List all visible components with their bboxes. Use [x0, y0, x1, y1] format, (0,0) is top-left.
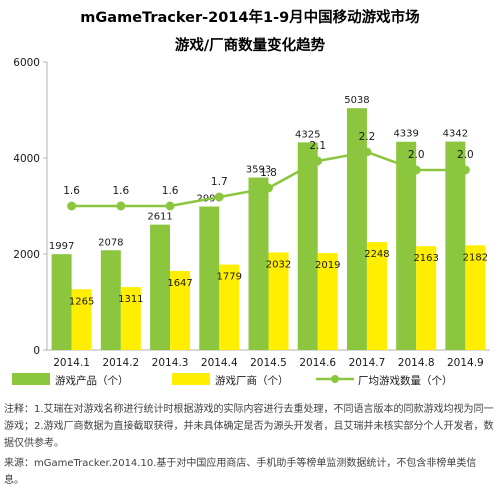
- bar-products: [199, 206, 220, 350]
- bar-products-value-label: 2611: [147, 212, 172, 223]
- bar-vendors: [219, 264, 240, 350]
- bar-vendors: [465, 245, 486, 350]
- bar-products: [150, 224, 171, 350]
- bar-products-value-label: 4325: [295, 129, 320, 140]
- bar-vendors-value-label: 2182: [463, 252, 488, 263]
- x-tick-label: 2014.6: [299, 357, 336, 369]
- bar-vendors-value-label: 1779: [217, 272, 242, 283]
- bar-products-value-label: 4342: [443, 129, 468, 140]
- bar-products-value-label: 5038: [344, 95, 369, 106]
- bar-products-value-label: 4339: [393, 129, 418, 140]
- bar-products-value-label: 1997: [49, 241, 74, 252]
- x-tick-label: 2014.8: [398, 357, 435, 369]
- ratio-marker: [460, 165, 470, 175]
- ratio-marker: [214, 192, 224, 202]
- y-tick-label: 2000: [13, 249, 40, 261]
- chart-title: mGameTracker-2014年1-9月中国移动游戏市场: [80, 10, 420, 26]
- ratio-marker: [67, 201, 77, 211]
- bar-vendors-value-label: 1647: [167, 278, 192, 289]
- ratio-value-label: 2.0: [457, 149, 474, 161]
- x-tick-label: 2014.3: [152, 357, 189, 369]
- bar-products: [100, 250, 121, 350]
- ratio-value-label: 1.7: [211, 176, 228, 188]
- legend-ratio-marker: [331, 375, 339, 383]
- legend-products-label: 游戏产品（个）: [55, 374, 129, 387]
- bar-vendors-value-label: 2019: [315, 260, 340, 271]
- legend-ratio-label: 厂均游戏数量（个）: [358, 374, 453, 387]
- ratio-marker: [165, 201, 175, 211]
- bar-vendors: [317, 253, 338, 350]
- bar-vendors-value-label: 1265: [69, 296, 94, 307]
- y-tick-label: 6000: [13, 57, 40, 69]
- ratio-value-label: 2.1: [309, 140, 326, 152]
- chart-canvas: 0 2000 4000 6000 2014.1 2014.2 2014.3 2014.4 201…: [12, 57, 490, 387]
- bar-vendors-value-label: 1311: [118, 294, 143, 305]
- x-tick-label: 2014.4: [201, 357, 238, 369]
- bar-vendors-value-label: 2248: [364, 249, 389, 260]
- ratio-value-label: 2.2: [359, 131, 376, 143]
- legend-products-swatch: [12, 373, 50, 385]
- bar-vendors-value-label: 2163: [413, 253, 438, 264]
- bar-products: [51, 254, 72, 350]
- x-tick-label: 2014.2: [102, 357, 139, 369]
- x-tick-label: 2014.9: [447, 357, 484, 369]
- bar-products-value-label: 3593: [246, 165, 271, 176]
- ratio-marker: [264, 183, 273, 193]
- x-tick-label: 2014.7: [349, 357, 386, 369]
- y-tick-label: 4000: [13, 153, 40, 165]
- bar-products: [346, 108, 367, 351]
- x-tick-label: 2014.5: [250, 357, 287, 369]
- chart-footnote: 注释：1.艾瑞在对游戏名称进行统计时根据游戏的实际内容进行去重处理，不同语言版本…: [4, 404, 494, 449]
- legend-vendors-label: 游戏厂商（个）: [215, 374, 289, 387]
- ratio-value-label: 1.6: [63, 185, 80, 197]
- bar-vendors: [170, 270, 191, 350]
- ratio-value-label: 2.0: [408, 149, 425, 161]
- ratio-value-label: 1.6: [162, 185, 179, 197]
- chart-subtitle: 游戏/厂商数量变化趋势: [174, 38, 326, 54]
- legend-vendors-swatch: [172, 373, 210, 385]
- bar-products-value-label: 2078: [98, 237, 123, 248]
- ratio-marker: [116, 201, 126, 211]
- ratio-marker: [362, 147, 372, 157]
- x-tick-label: 2014.1: [53, 357, 90, 369]
- y-tick-label: 0: [33, 345, 40, 357]
- chart-source: 来源：mGameTracker.2014.10.基于对中国应用商店、手机助手等榜…: [4, 458, 477, 486]
- bar-products: [445, 141, 466, 350]
- bar-products: [396, 141, 417, 350]
- ratio-marker: [411, 165, 421, 175]
- bar-vendors: [416, 246, 437, 350]
- ratio-value-label: 1.8: [260, 167, 277, 179]
- bar-vendors: [120, 287, 141, 350]
- bar-products: [248, 177, 269, 350]
- ratio-marker: [313, 156, 323, 166]
- ratio-value-label: 1.6: [112, 185, 129, 197]
- bar-vendors: [366, 242, 387, 350]
- bar-vendors: [268, 252, 289, 350]
- bar-vendors-value-label: 2032: [266, 259, 291, 270]
- bar-products: [297, 142, 318, 350]
- bar-vendors: [71, 289, 92, 350]
